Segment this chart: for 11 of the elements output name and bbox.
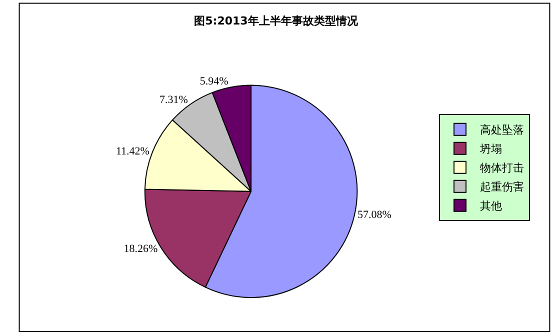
legend-label: 物体打击 (480, 162, 524, 175)
chart-title: 图5:2013年上半年事故类型情况 (194, 14, 359, 28)
data-label: 11.42% (116, 145, 150, 158)
legend-label: 坍塌 (479, 142, 502, 156)
data-label: 18.26% (124, 242, 158, 255)
data-label: 7.31% (159, 94, 188, 106)
legend-label: 其他 (480, 200, 502, 213)
data-label: 57.08% (358, 209, 392, 222)
legend-label: 起重伤害 (480, 180, 524, 194)
data-label: 5.94% (200, 75, 228, 88)
legend-label: 高处坠落 (480, 124, 524, 137)
